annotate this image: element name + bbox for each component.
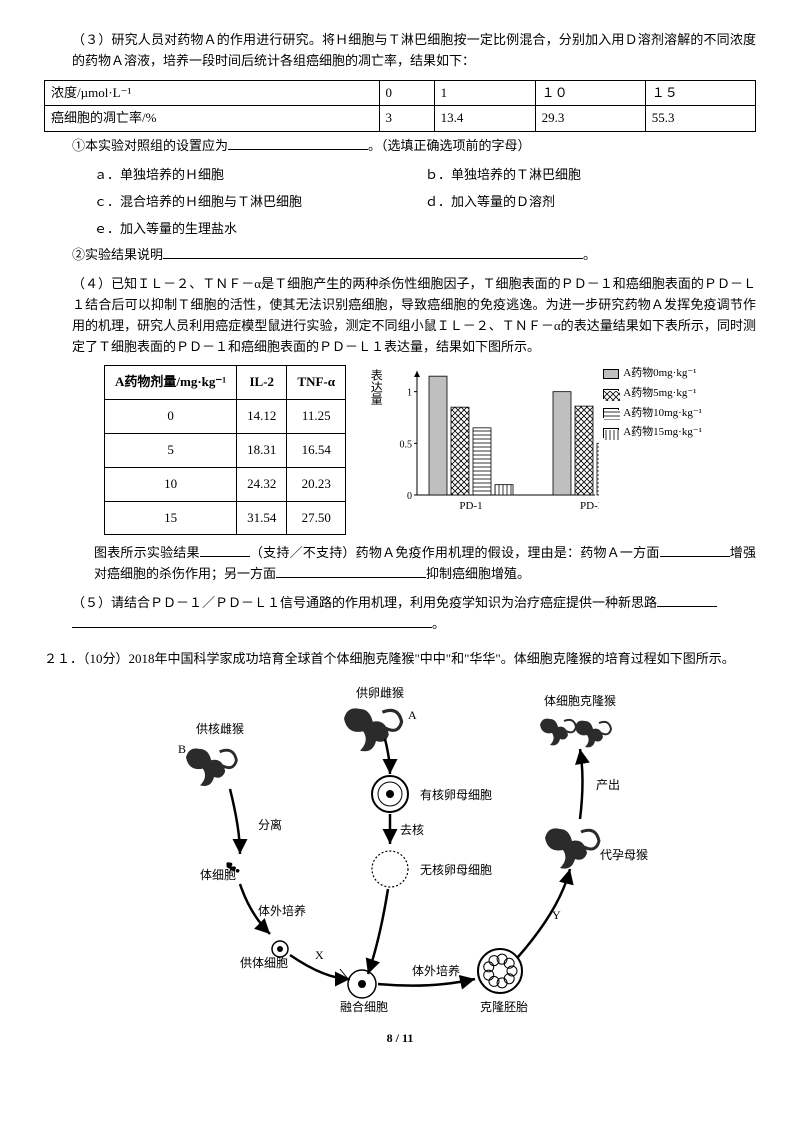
- legend-swatch-icon: [603, 389, 619, 399]
- legend-label: A药物15mg·kg⁻¹: [623, 424, 702, 442]
- svg-text:分离: 分离: [258, 817, 282, 832]
- q5: （５）请结合ＰＤ－１／ＰＤ－Ｌ１信号通路的作用机理，利用免疫学知识为治疗癌症提供…: [44, 593, 756, 635]
- blank-field[interactable]: [72, 614, 432, 628]
- table-row: 癌细胞的凋亡率/% 3 13.4 29.3 55.3: [45, 106, 756, 132]
- svg-text:PD-1: PD-1: [460, 500, 483, 512]
- blank-field[interactable]: [200, 543, 250, 557]
- cytokine-table: A药物剂量/mg·kg⁻¹ IL-2 TNF-α 014.1211.25 518…: [104, 365, 346, 535]
- clone-diagram-svg: 供卵雌猴A供核雌猴B分离体细胞体外培养供体细胞X有核卵母细胞去核无核卵母细胞融合…: [140, 679, 660, 1019]
- cell: 1: [434, 80, 535, 106]
- svg-text:产出: 产出: [596, 778, 620, 792]
- cell: IL-2: [237, 366, 287, 400]
- blank-field[interactable]: [163, 245, 583, 259]
- svg-text:X: X: [315, 948, 324, 962]
- cell: 55.3: [645, 106, 755, 132]
- svg-text:融合细胞: 融合细胞: [340, 999, 388, 1014]
- option-b: ｂ．单独培养的Ｔ淋巴细胞: [425, 165, 756, 186]
- svg-text:无核卵母细胞: 无核卵母细胞: [420, 863, 492, 877]
- option-e: ｅ．加入等量的生理盐水: [94, 219, 756, 240]
- cell: 浓度/µmol·L⁻¹: [45, 80, 380, 106]
- chart-ylabel: 表达量: [366, 365, 385, 405]
- svg-text:供核雌猴: 供核雌猴: [196, 721, 244, 736]
- table-row: 1531.5427.50: [105, 501, 346, 535]
- table-row: 014.1211.25: [105, 400, 346, 434]
- q3-sub2-text: ②实验结果说明: [72, 247, 163, 262]
- option-a: ａ．单独培养的Ｈ细胞: [94, 165, 425, 186]
- svg-text:去核: 去核: [400, 823, 424, 837]
- bar-chart: 表达量 0 0.5 1 PD-1 PD-L1 A药物0mg·kg⁻¹ A药物5mg·kg…: [366, 365, 702, 515]
- svg-text:0: 0: [407, 491, 412, 502]
- q3-sub1-text: ①本实验对照组的设置应为: [72, 138, 228, 153]
- svg-text:有核卵母细胞: 有核卵母细胞: [420, 788, 492, 802]
- legend-swatch-icon: [603, 408, 619, 418]
- chart-legend: A药物0mg·kg⁻¹ A药物5mg·kg⁻¹ A药物10mg·kg⁻¹ A药物…: [603, 365, 702, 443]
- table-row: A药物剂量/mg·kg⁻¹ IL-2 TNF-α: [105, 366, 346, 400]
- svg-text:供卵雌猴: 供卵雌猴: [356, 685, 404, 700]
- legend-swatch-icon: [603, 369, 619, 379]
- cell: １０: [535, 80, 645, 106]
- blank-field[interactable]: [657, 593, 717, 607]
- cell: １５: [645, 80, 755, 106]
- q21: ２１．（10分）2018年中国科学家成功培育全球首个体细胞克隆猴"中中"和"华华…: [44, 649, 756, 670]
- clone-diagram: 供卵雌猴A供核雌猴B分离体细胞体外培养供体细胞X有核卵母细胞去核无核卵母细胞融合…: [44, 679, 756, 1019]
- page-number: 8 / 11: [387, 1031, 414, 1045]
- blank-field[interactable]: [228, 136, 368, 150]
- svg-text:供体细胞: 供体细胞: [240, 956, 288, 970]
- cell: 3: [379, 106, 434, 132]
- q3-intro: （３）研究人员对药物Ａ的作用进行研究。将Ｈ细胞与Ｔ淋巴细胞按一定比例混合，分别加…: [44, 30, 756, 72]
- q3-sub2: ②实验结果说明 。: [44, 245, 756, 266]
- legend-swatch-icon: [603, 428, 619, 438]
- table-row: 1024.3220.23: [105, 467, 346, 501]
- option-c: ｃ．混合培养的Ｈ细胞与Ｔ淋巴细胞: [94, 192, 425, 213]
- q3-sub1-tail: 。（选填正确选项前的字母）: [368, 138, 531, 153]
- svg-text:体细胞克隆猴: 体细胞克隆猴: [544, 693, 616, 708]
- option-d: ｄ．加入等量的Ｄ溶剂: [425, 192, 756, 213]
- svg-text:0.5: 0.5: [400, 440, 413, 451]
- cell: A药物剂量/mg·kg⁻¹: [105, 366, 237, 400]
- legend-label: A药物10mg·kg⁻¹: [623, 405, 702, 423]
- cell: 0: [379, 80, 434, 106]
- svg-text:1: 1: [407, 388, 412, 399]
- q4-conclusion: 图表所示实验结果（支持／不支持）药物Ａ免疫作用机理的假设，理由是：药物Ａ一方面增…: [44, 543, 756, 585]
- cell: 29.3: [535, 106, 645, 132]
- cell: 13.4: [434, 106, 535, 132]
- table-row: 518.3116.54: [105, 433, 346, 467]
- q4-figure-row: A药物剂量/mg·kg⁻¹ IL-2 TNF-α 014.1211.25 518…: [104, 365, 756, 535]
- svg-text:体细胞: 体细胞: [200, 868, 236, 882]
- page-footer: 8 / 11: [44, 1029, 756, 1048]
- options-block: ａ．单独培养的Ｈ细胞 ｂ．单独培养的Ｔ淋巴细胞 ｃ．混合培养的Ｈ细胞与Ｔ淋巴细胞…: [44, 165, 756, 239]
- svg-text:A: A: [408, 708, 417, 722]
- svg-text:体外培养: 体外培养: [258, 903, 306, 918]
- blank-field[interactable]: [276, 564, 426, 578]
- svg-text:PD-L1: PD-L1: [580, 500, 599, 512]
- q3-sub2-tail: 。: [583, 247, 596, 262]
- legend-label: A药物0mg·kg⁻¹: [623, 365, 696, 383]
- svg-text:代孕母猴: 代孕母猴: [600, 848, 648, 862]
- q3-sub1: ①本实验对照组的设置应为 。（选填正确选项前的字母）: [44, 136, 756, 157]
- svg-text:B: B: [178, 742, 186, 756]
- blank-field[interactable]: [660, 543, 730, 557]
- cell: 癌细胞的凋亡率/%: [45, 106, 380, 132]
- legend-label: A药物5mg·kg⁻¹: [623, 385, 696, 403]
- svg-text:Y: Y: [552, 908, 561, 922]
- svg-text:克隆胚胎: 克隆胚胎: [480, 999, 528, 1014]
- q4-intro: （４）已知ＩＬ－２、ＴＮＦ－α是Ｔ细胞产生的两种杀伤性细胞因子，Ｔ细胞表面的ＰＤ…: [44, 274, 756, 357]
- apoptosis-table: 浓度/µmol·L⁻¹ 0 1 １０ １５ 癌细胞的凋亡率/% 3 13.4 2…: [44, 80, 756, 133]
- table-row: 浓度/µmol·L⁻¹ 0 1 １０ １５: [45, 80, 756, 106]
- cell: TNF-α: [287, 366, 346, 400]
- svg-text:体外培养: 体外培养: [412, 963, 460, 978]
- bar-chart-svg: 0 0.5 1 PD-1 PD-L1: [389, 365, 599, 515]
